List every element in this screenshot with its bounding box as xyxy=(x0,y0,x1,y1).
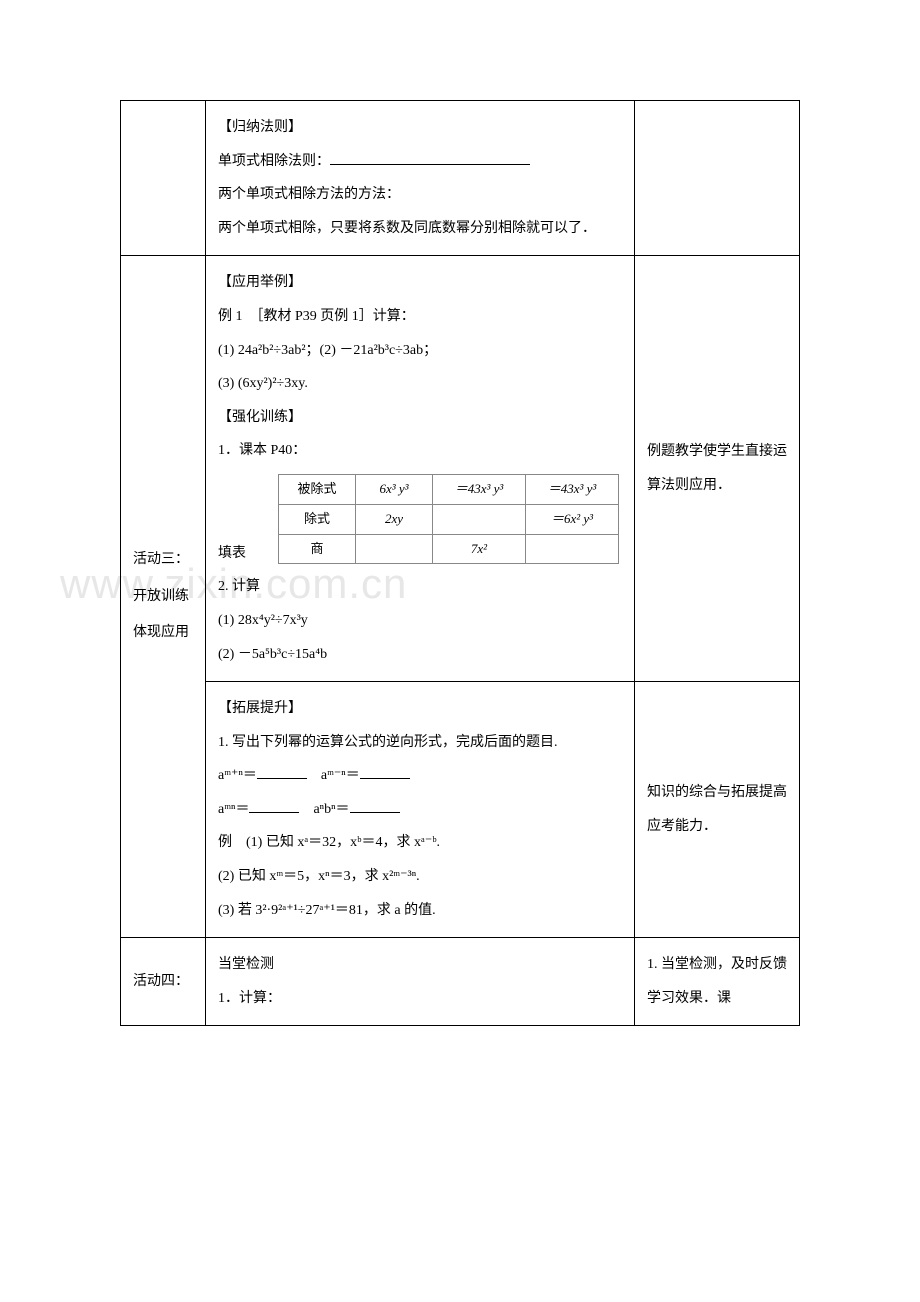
fill-blank xyxy=(350,798,400,813)
lesson-plan-table: 【归纳法则】 单项式相除法则： 两个单项式相除方法的方法： 两个单项式相除，只要… xyxy=(120,100,800,1026)
fill-blank xyxy=(249,798,299,813)
text-line: (3) 若 3²·9²ᵃ⁺¹÷27ᵃ⁺¹＝81，求 a 的值. xyxy=(218,894,622,928)
label: aᵐ⁺ⁿ＝ xyxy=(218,768,257,783)
inner-cell: 被除式 xyxy=(279,474,356,504)
inner-cell xyxy=(356,534,433,564)
text-line: (2) 已知 xᵐ＝5，xⁿ＝3，求 x²ᵐ⁻³ⁿ. xyxy=(218,860,622,894)
row1-body: 【归纳法则】 单项式相除法则： 两个单项式相除方法的方法： 两个单项式相除，只要… xyxy=(206,101,635,256)
text-line: 当堂检测 xyxy=(218,948,622,982)
inner-cell xyxy=(433,504,526,534)
inner-table: 被除式 6x³ y³ ＝43x³ y³ ＝43x³ y³ 除式 2xy ＝6x²… xyxy=(278,474,619,564)
inner-row: 商 7x² xyxy=(279,534,619,564)
fill-blank xyxy=(360,764,410,779)
row2-left: 活动三：开放训练体现应用 xyxy=(121,256,206,938)
inner-cell xyxy=(526,534,619,564)
text-line: 两个单项式相除，只要将系数及同底数幂分别相除就可以了． xyxy=(218,212,622,246)
table-row: 活动三：开放训练体现应用 【应用举例】 例 1 ［教材 P39 页例 1］计算：… xyxy=(121,256,800,682)
text-line: (2) －5a⁵b³c÷15a⁴b xyxy=(218,638,622,672)
table-row: 【拓展提升】 1. 写出下列幂的运算公式的逆向形式，完成后面的题目. aᵐ⁺ⁿ＝… xyxy=(121,682,800,938)
text-line: 2. 计算 xyxy=(218,570,622,604)
fill-label: 填表 xyxy=(218,537,248,571)
label: aᵐⁿ＝ xyxy=(218,802,249,817)
row3-left: 活动四： xyxy=(121,938,206,1026)
inner-row: 除式 2xy ＝6x² y³ xyxy=(279,504,619,534)
section-heading: 【拓展提升】 xyxy=(218,692,622,726)
text-line: aᵐ⁺ⁿ＝ aᵐ⁻ⁿ＝ xyxy=(218,759,622,793)
label: aᵐ⁻ⁿ＝ xyxy=(321,768,360,783)
fill-blank xyxy=(330,150,530,165)
inner-row: 被除式 6x³ y³ ＝43x³ y³ ＝43x³ y³ xyxy=(279,474,619,504)
text-line: (1) 24a²b²÷3ab²；(2) －21a²b³c÷3ab； xyxy=(218,334,622,368)
text-line: 两个单项式相除方法的方法： xyxy=(218,178,622,212)
row2a-body: 【应用举例】 例 1 ［教材 P39 页例 1］计算： (1) 24a²b²÷3… xyxy=(206,256,635,682)
text-line: 例 (1) 已知 xᵃ＝32，xᵇ＝4，求 xᵃ⁻ᵇ. xyxy=(218,826,622,860)
row2b-right: 知识的综合与拓展提高应考能力． xyxy=(635,682,800,938)
label: aⁿbⁿ＝ xyxy=(313,802,349,817)
text-line: 单项式相除法则： xyxy=(218,145,622,179)
row3-body: 当堂检测 1．计算： xyxy=(206,938,635,1026)
inner-cell: 7x² xyxy=(433,534,526,564)
text-line: 1. 写出下列幂的运算公式的逆向形式，完成后面的题目. xyxy=(218,726,622,760)
fill-blank xyxy=(257,764,307,779)
row1-right xyxy=(635,101,800,256)
inner-cell: 商 xyxy=(279,534,356,564)
row1-left xyxy=(121,101,206,256)
row3-right: 1. 当堂检测，及时反馈学习效果．课 xyxy=(635,938,800,1026)
inner-cell: ＝6x² y³ xyxy=(526,504,619,534)
inner-cell: 6x³ y³ xyxy=(356,474,433,504)
inner-cell: 除式 xyxy=(279,504,356,534)
inner-cell: ＝43x³ y³ xyxy=(433,474,526,504)
text-line: aᵐⁿ＝ aⁿbⁿ＝ xyxy=(218,793,622,827)
text-line: (1) 28x⁴y²÷7x³y xyxy=(218,604,622,638)
section-heading: 【归纳法则】 xyxy=(218,111,622,145)
row2a-right: 例题教学使学生直接运算法则应用． xyxy=(635,256,800,682)
section-heading: 【强化训练】 xyxy=(218,401,622,435)
text-line: 1．计算： xyxy=(218,982,622,1016)
text-line: 1．课本 P40： xyxy=(218,434,622,468)
label: 单项式相除法则： xyxy=(218,154,330,169)
table-row: 活动四： 当堂检测 1．计算： 1. 当堂检测，及时反馈学习效果．课 xyxy=(121,938,800,1026)
inner-cell: 2xy xyxy=(356,504,433,534)
inner-cell: ＝43x³ y³ xyxy=(526,474,619,504)
text-line: 例 1 ［教材 P39 页例 1］计算： xyxy=(218,300,622,334)
row2b-body: 【拓展提升】 1. 写出下列幂的运算公式的逆向形式，完成后面的题目. aᵐ⁺ⁿ＝… xyxy=(206,682,635,938)
text-line: (3) (6xy²)²÷3xy. xyxy=(218,367,622,401)
table-row: 【归纳法则】 单项式相除法则： 两个单项式相除方法的方法： 两个单项式相除，只要… xyxy=(121,101,800,256)
section-heading: 【应用举例】 xyxy=(218,266,622,300)
